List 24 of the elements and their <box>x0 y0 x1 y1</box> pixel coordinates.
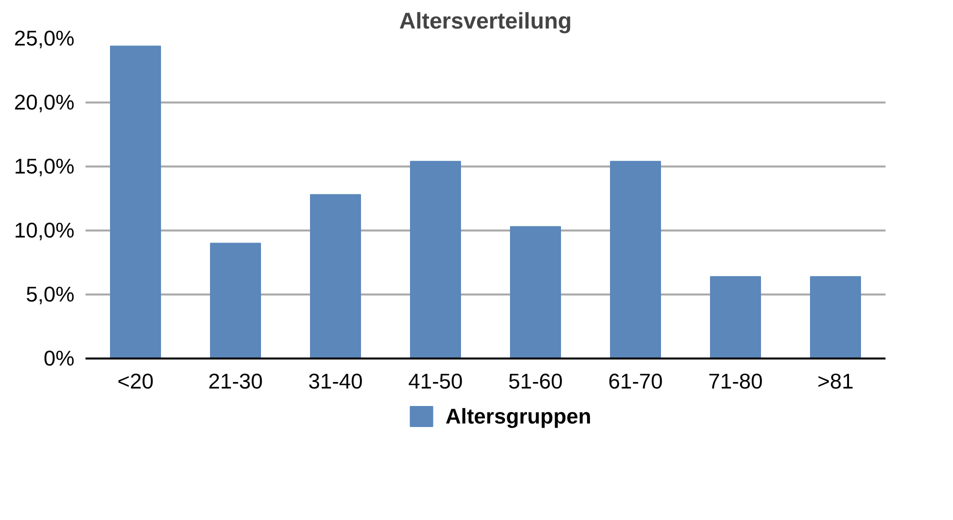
bar <box>610 160 661 358</box>
bar <box>410 160 461 358</box>
bar <box>210 242 261 358</box>
legend-label: Altersgruppen <box>446 404 592 428</box>
bar <box>810 276 861 358</box>
y-tick-label: 5,0% <box>26 282 75 306</box>
x-tick-label: 21-30 <box>208 370 263 394</box>
y-tick-label: 20,0% <box>14 90 75 114</box>
y-tick-label: 0% <box>44 346 75 370</box>
x-tick-label: 41-50 <box>408 370 463 394</box>
y-tick-label: 25,0% <box>14 26 75 50</box>
bar <box>110 46 161 358</box>
chart-title: Altersverteilung <box>399 8 572 34</box>
x-tick-label: 51-60 <box>508 370 563 394</box>
bar <box>510 226 561 358</box>
x-tick-label: >81 <box>817 370 854 394</box>
x-tick-label: 31-40 <box>308 370 363 394</box>
x-tick-label: 71-80 <box>708 370 763 394</box>
y-tick-label: 10,0% <box>14 218 75 242</box>
x-tick-label: <20 <box>117 370 154 394</box>
x-tick-label: 61-70 <box>608 370 663 394</box>
y-tick-label: 15,0% <box>14 154 75 178</box>
bar <box>710 276 761 358</box>
bar <box>310 194 361 358</box>
